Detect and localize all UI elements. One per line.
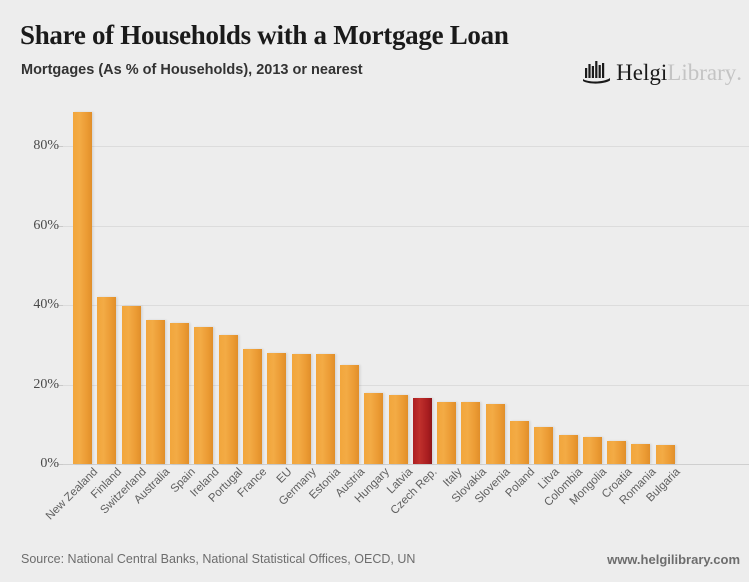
bar-estonia[interactable] <box>315 353 335 464</box>
y-axis-tick-60 <box>57 225 63 227</box>
site-url-link[interactable]: www.helgilibrary.com <box>607 552 740 567</box>
gridline-60 <box>63 225 749 227</box>
logo-text-secondary: Library <box>667 59 737 85</box>
y-axis-tick-0 <box>57 464 63 465</box>
x-axis-labels-group: New Zealand Finland Switzerland Australia Sp… <box>0 466 749 546</box>
bar-mongolia[interactable] <box>582 436 602 464</box>
chart-subtitle: Mortgages (As % of Households), 2013 or … <box>21 62 363 78</box>
y-axis-label-60: 60% <box>33 217 59 233</box>
bar-colombia[interactable] <box>558 434 578 464</box>
bar-latvia[interactable] <box>388 395 408 464</box>
bar-litva[interactable] <box>534 427 554 464</box>
bar-eu[interactable] <box>267 352 287 464</box>
x-axis-label-eu: EU <box>274 466 295 486</box>
bar-portugal[interactable] <box>218 334 238 464</box>
bar-new-zealand[interactable] <box>73 112 92 464</box>
y-axis-tick-40 <box>57 305 63 306</box>
y-axis-label-0: 0% <box>40 456 59 471</box>
y-axis-tick-20 <box>57 384 63 386</box>
helgi-library-logo[interactable]: Helgi Library. <box>582 57 742 87</box>
y-axis-label-80: 80% <box>33 138 59 153</box>
bar-switzerland[interactable] <box>121 305 141 464</box>
bar-spain[interactable] <box>170 323 190 464</box>
bar-ireland[interactable] <box>194 326 214 464</box>
bar-hungary[interactable] <box>364 392 384 464</box>
bar-france[interactable] <box>242 348 262 464</box>
bar-chart-logo-icon <box>583 61 611 84</box>
bar-czech-rep[interactable] <box>412 398 432 464</box>
chart-footer: Source: National Central Banks, National… <box>0 552 749 582</box>
source-note: Source: National Central Banks, National… <box>21 552 416 566</box>
bar-croatia[interactable] <box>607 440 627 464</box>
y-axis-label-20: 20% <box>33 376 59 392</box>
y-axis-tick-80 <box>57 146 63 147</box>
logo-text-primary: Helgi <box>616 59 668 85</box>
gridline-20 <box>63 384 749 386</box>
bar-austria[interactable] <box>340 364 360 464</box>
bar-slovakia[interactable] <box>461 402 481 464</box>
bar-australia[interactable] <box>145 320 165 464</box>
chart-header: Share of Households with a Mortgage Loan… <box>0 0 749 100</box>
bar-bulgaria[interactable] <box>655 444 675 464</box>
page-title: Share of Households with a Mortgage Loan <box>20 20 509 50</box>
gridline-40 <box>63 305 749 306</box>
bar-slovenia[interactable] <box>485 404 505 464</box>
chart-plot-area: 0% 20% 40% 60% 80% <box>0 104 749 471</box>
bar-italy[interactable] <box>437 402 457 464</box>
logo-text-dot: . <box>736 59 742 85</box>
bar-germany[interactable] <box>291 353 311 464</box>
bars-group <box>0 104 749 470</box>
bar-poland[interactable] <box>510 421 530 464</box>
y-axis-label-40: 40% <box>33 297 59 312</box>
bar-finland[interactable] <box>97 297 117 464</box>
gridline-80 <box>63 146 749 147</box>
bar-romania[interactable] <box>631 443 651 464</box>
gridline-0 <box>63 464 749 465</box>
